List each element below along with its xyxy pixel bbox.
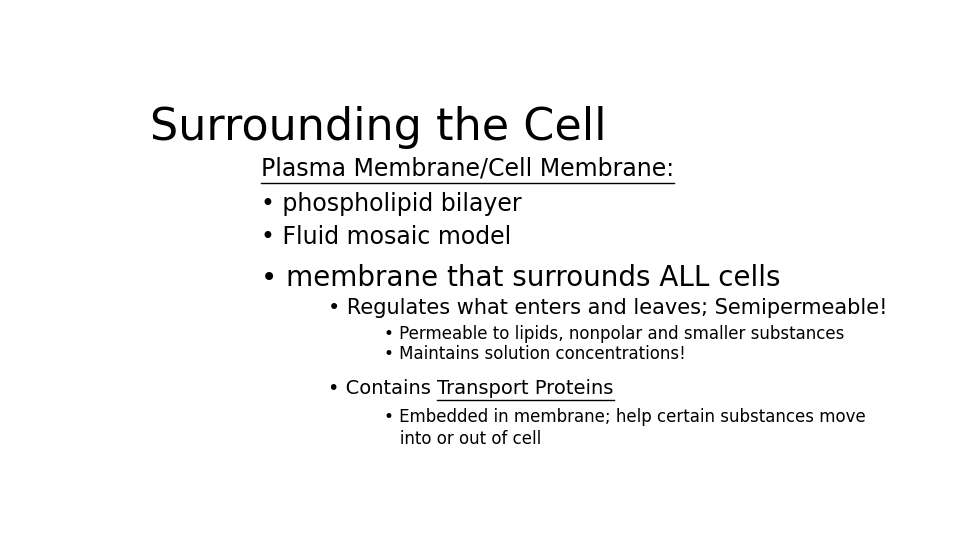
Text: • Maintains solution concentrations!: • Maintains solution concentrations! xyxy=(384,346,685,363)
Text: • Embedded in membrane; help certain substances move
   into or out of cell: • Embedded in membrane; help certain sub… xyxy=(384,408,866,448)
Text: Surrounding the Cell: Surrounding the Cell xyxy=(150,106,607,150)
Text: • Permeable to lipids, nonpolar and smaller substances: • Permeable to lipids, nonpolar and smal… xyxy=(384,325,845,343)
Text: Plasma Membrane/Cell Membrane:: Plasma Membrane/Cell Membrane: xyxy=(261,156,675,180)
Text: • phospholipid bilayer: • phospholipid bilayer xyxy=(261,192,522,215)
Text: Transport Proteins: Transport Proteins xyxy=(438,379,613,398)
Text: • Contains: • Contains xyxy=(328,379,438,398)
Text: • Regulates what enters and leaves; Semipermeable!: • Regulates what enters and leaves; Semi… xyxy=(328,298,888,318)
Text: • Fluid mosaic model: • Fluid mosaic model xyxy=(261,225,512,249)
Text: • membrane that surrounds ALL cells: • membrane that surrounds ALL cells xyxy=(261,265,780,292)
